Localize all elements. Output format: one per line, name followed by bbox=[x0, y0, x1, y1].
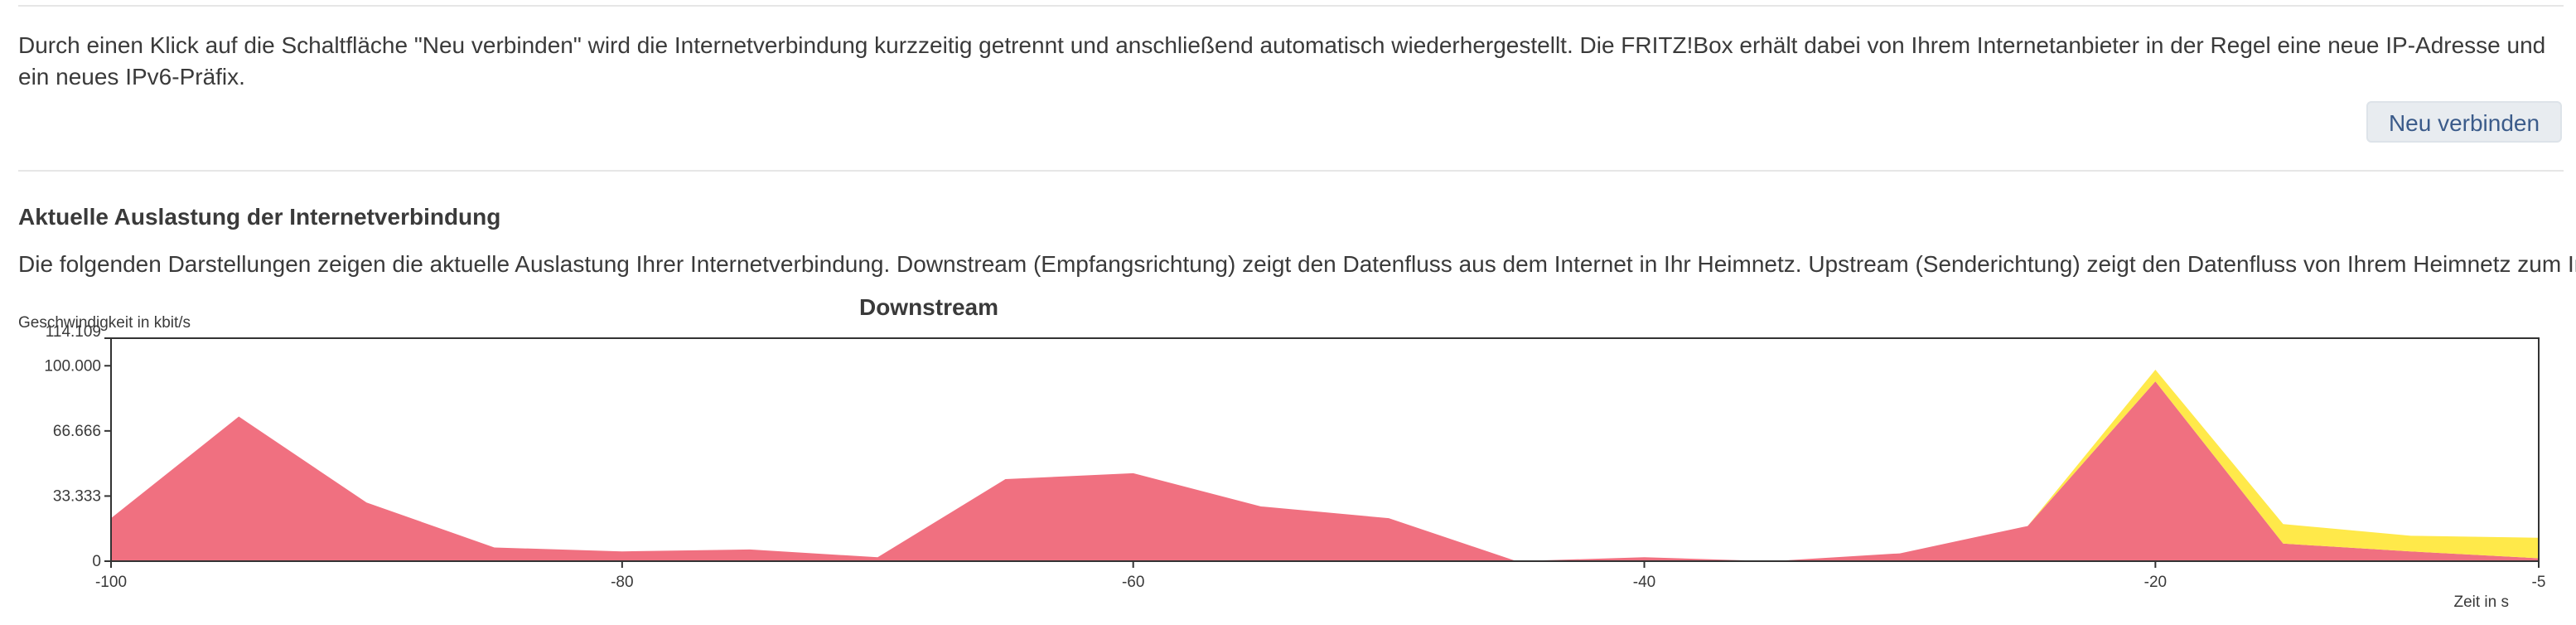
y-tick-label: 66.666 bbox=[53, 423, 101, 440]
x-tick-label: -60 bbox=[1122, 574, 1144, 591]
x-tick-label: -80 bbox=[611, 574, 633, 591]
x-tick-label: -40 bbox=[1633, 574, 1655, 591]
reconnect-button[interactable]: Neu verbinden bbox=[2366, 101, 2562, 143]
x-tick-label: -20 bbox=[2144, 574, 2167, 591]
reconnect-description: Durch einen Klick auf die Schaltfläche "… bbox=[18, 32, 2546, 90]
y-tick-label: 100.000 bbox=[44, 357, 101, 375]
chart-title: Downstream bbox=[859, 294, 998, 320]
y-axis-title: Geschwindigkeit in kbit/s bbox=[18, 314, 191, 332]
x-tick-label: -100 bbox=[95, 574, 127, 591]
top-divider bbox=[18, 5, 2564, 7]
downstream-chart: Geschwindigkeit in kbit/s Downstream 0 33… bbox=[18, 294, 2545, 611]
x-axis-title: Zeit in s bbox=[2453, 594, 2509, 611]
x-tick-label: -5 bbox=[2532, 574, 2546, 591]
y-tick-label: 33.333 bbox=[53, 487, 101, 505]
section-heading: Aktuelle Auslastung der Internetverbindu… bbox=[18, 204, 501, 230]
section-description: Die folgenden Darstellungen zeigen die a… bbox=[18, 251, 2576, 277]
y-tick-label: 114.109 bbox=[46, 323, 101, 341]
y-tick-label: 0 bbox=[92, 553, 101, 570]
plot-area: 0 33.333 66.666 100.000 114.109 -100 -80 -60 -40… bbox=[44, 323, 2545, 591]
series-area-1 bbox=[111, 381, 2539, 561]
section-divider bbox=[18, 170, 2564, 172]
plot-frame bbox=[110, 337, 2540, 562]
series-area-2 bbox=[111, 369, 2539, 561]
